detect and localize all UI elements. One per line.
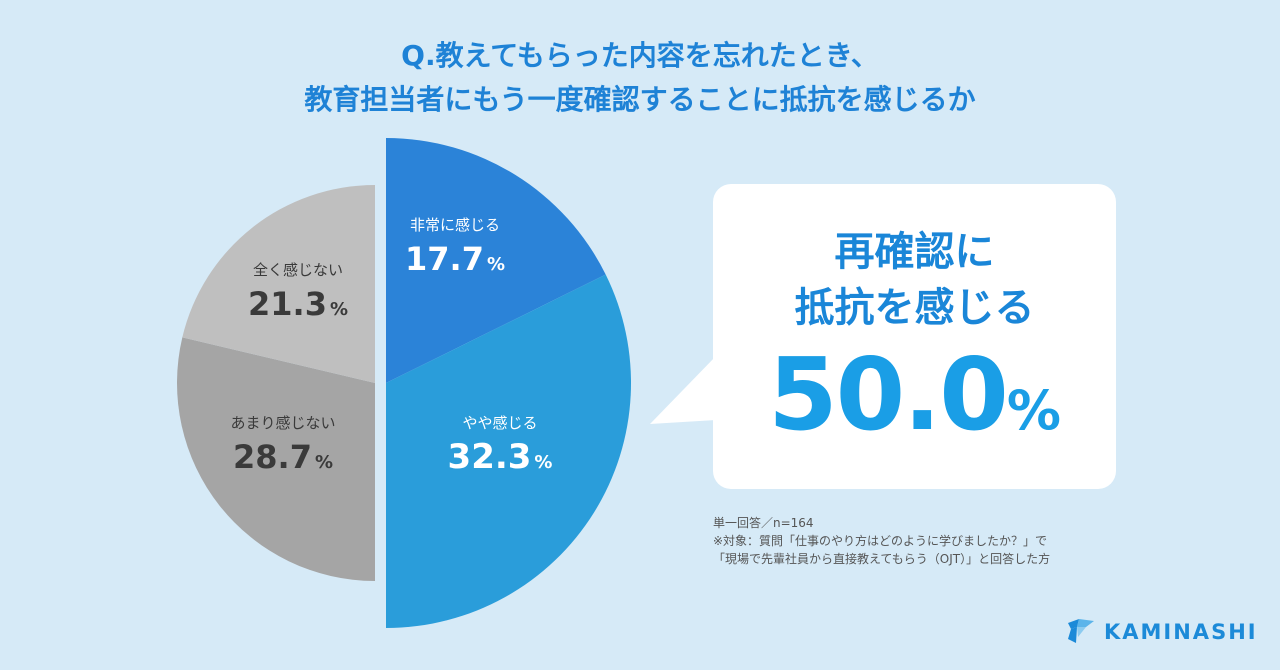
kaminashi-logo: KAMINASHI — [1064, 615, 1258, 649]
note-line-2: ※対象：質問「仕事のやり方はどのように学びましたか？」で — [713, 534, 1048, 548]
pie-slice — [386, 274, 632, 628]
slice-category-label: 全く感じない — [253, 261, 343, 279]
title-line-1: Q.教えてもらった内容を忘れたとき、 — [401, 39, 879, 72]
slice-category-label: あまり感じない — [230, 414, 335, 432]
summary-callout: 再確認に 抵抗を感じる 50.0% — [713, 184, 1116, 489]
pie-slice — [182, 185, 375, 383]
slice-category-label: やや感じる — [462, 414, 537, 432]
note-line-1: 単一回答／n=164 — [713, 516, 814, 530]
slice-value-label: 28.7% — [233, 438, 333, 476]
slice-value-label: 17.7% — [405, 240, 505, 278]
title-line-2: 教育担当者にもう一度確認することに抵抗を感じるか — [304, 83, 976, 116]
kaminashi-logo-icon — [1068, 619, 1094, 643]
callout-value: 50.0% — [713, 336, 1116, 453]
callout-number: 50.0 — [768, 336, 1009, 453]
callout-line-1: 再確認に — [834, 229, 995, 275]
callout-heading: 再確認に 抵抗を感じる — [713, 224, 1116, 336]
slice-value-label: 32.3% — [448, 437, 553, 477]
pie-slice — [177, 337, 375, 581]
pie-slice — [386, 138, 606, 383]
survey-notes: 単一回答／n=164 ※対象：質問「仕事のやり方はどのように学びましたか？」で … — [713, 514, 1050, 568]
logo-text: KAMINASHI — [1104, 620, 1258, 644]
callout-pointer — [650, 356, 716, 424]
chart-title: Q.教えてもらった内容を忘れたとき、 教育担当者にもう一度確認することに抵抗を感… — [0, 34, 1280, 122]
note-line-3: 「現場で先輩社員から直接教えてもらう（OJT）」と回答した方 — [713, 552, 1051, 566]
slice-category-label: 非常に感じる — [410, 216, 500, 234]
callout-line-2: 抵抗を感じる — [794, 285, 1035, 331]
callout-unit: % — [1006, 379, 1061, 442]
slice-value-label: 21.3% — [248, 285, 348, 323]
